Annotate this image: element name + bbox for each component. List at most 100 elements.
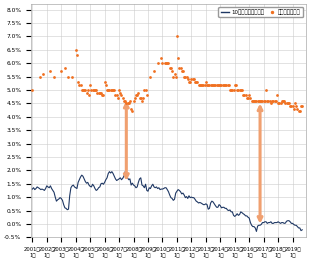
Point [70,74,75,79]
Point [171,74,176,79]
Point [119,93,124,97]
Point [168,66,173,70]
Point [296,109,301,113]
Point [212,83,217,87]
Point [218,83,223,87]
Point [106,88,111,92]
Point [300,104,305,108]
Point [221,83,226,87]
Point [220,83,225,87]
Point [138,96,143,100]
Point [113,93,118,97]
Point [189,77,194,81]
Point [73,48,78,52]
Point [180,69,185,73]
Point [125,101,130,105]
Point [210,83,215,87]
Point [74,53,79,57]
Point [278,101,283,105]
Point [165,61,170,65]
Point [271,99,276,103]
Point [246,96,250,100]
Point [109,88,114,92]
Point [122,99,126,103]
Point [288,104,293,108]
Point [264,88,268,92]
Point [265,99,270,103]
Point [152,69,157,73]
Point [206,83,211,87]
Point [103,83,108,87]
Point [290,104,295,108]
Point [78,83,83,87]
Point [226,83,231,87]
Point [94,88,99,92]
Point [276,101,281,105]
Point [282,99,287,103]
Point [90,88,95,92]
Point [172,72,177,76]
Point [135,93,140,97]
Point [194,80,199,84]
Point [274,93,279,97]
Point [118,90,123,95]
Point [30,88,35,92]
Point [248,96,253,100]
Point [170,69,175,73]
Point [261,99,266,103]
Point [190,77,195,81]
Point [289,104,294,108]
Point [37,74,42,79]
Point [142,88,147,92]
Point [95,90,100,95]
Point [92,88,97,92]
Point [191,77,196,81]
Point [84,90,89,95]
Point [247,93,252,97]
Point [185,77,190,81]
Point [114,93,119,97]
Point [233,83,238,87]
Point [99,90,104,95]
Point [104,88,109,92]
Point [131,99,136,103]
Point [141,96,146,100]
Point [237,88,242,92]
Point [91,88,96,92]
Point [291,107,296,111]
Point [183,74,188,79]
Point [293,101,298,105]
Point [144,93,149,97]
Point [112,88,117,92]
Point [134,93,139,97]
Point [201,83,206,87]
Point [198,83,203,87]
Point [244,96,249,100]
Point [129,107,134,111]
Point [164,61,169,65]
Point [159,56,164,60]
Point [130,109,135,113]
Point [262,99,267,103]
Point [96,90,101,95]
Point [219,83,224,87]
Point [51,74,56,79]
Point [77,83,82,87]
Point [167,66,172,70]
Point [284,101,289,105]
Point [214,83,219,87]
Point [76,80,81,84]
Point [136,90,141,95]
Point [81,88,86,92]
Point [209,83,214,87]
Point [108,88,113,92]
Point [85,88,90,92]
Point [88,83,93,87]
Point [140,99,144,103]
Point [166,61,171,65]
Point [260,99,265,103]
Point [232,83,237,87]
Point [205,83,210,87]
Point [217,83,222,87]
Point [243,93,248,97]
